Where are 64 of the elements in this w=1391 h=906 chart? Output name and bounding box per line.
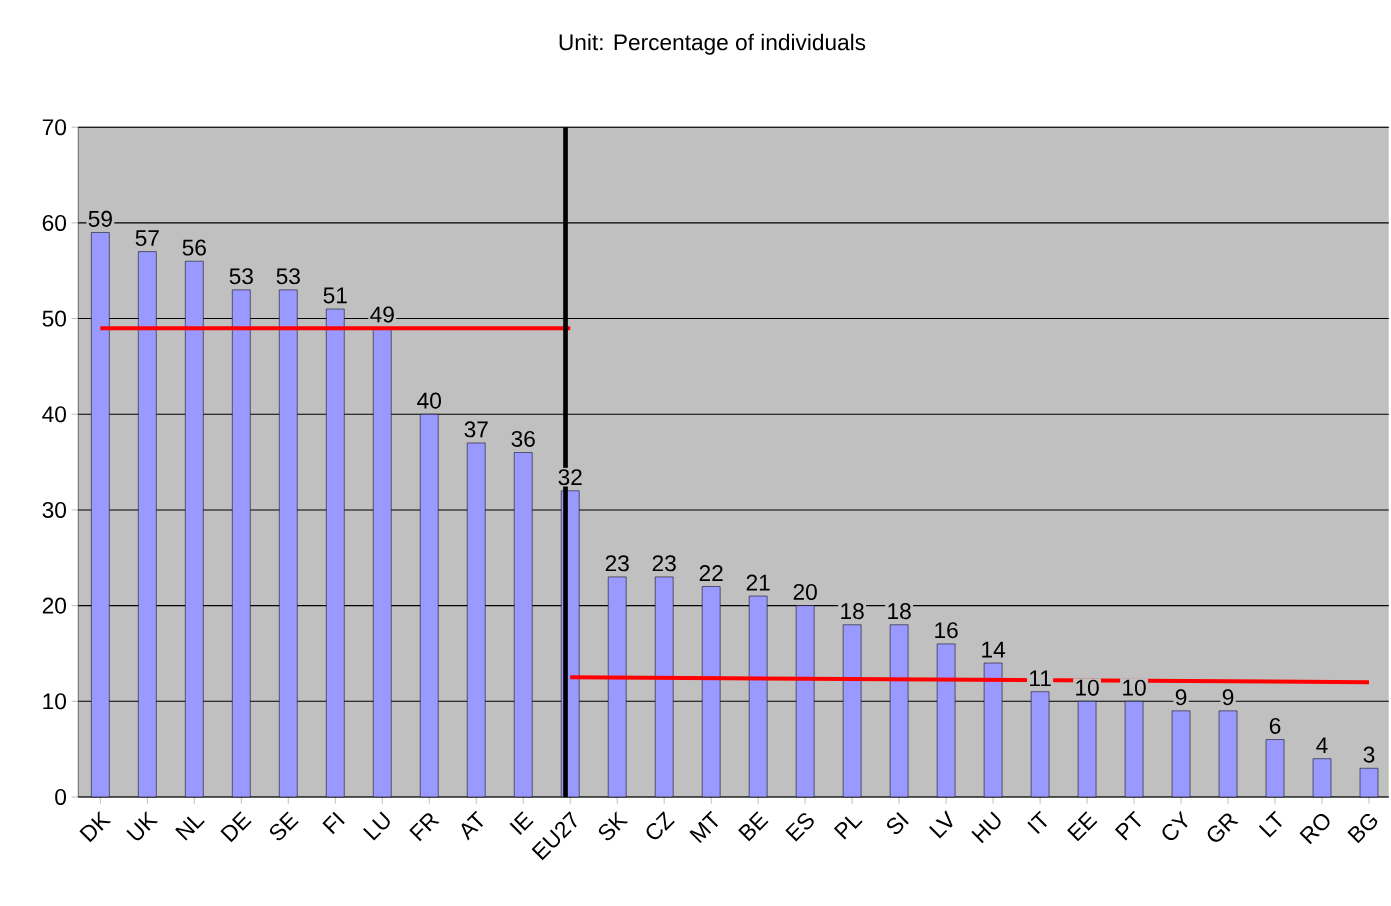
data-label: 23: [652, 555, 676, 572]
x-tick-label: HU: [971, 811, 1001, 844]
data-label: 9: [1175, 689, 1187, 706]
y-tick-label: 40: [42, 406, 66, 423]
data-label: 21: [746, 574, 770, 591]
data-label: 51: [323, 287, 347, 304]
data-label: 4: [1316, 737, 1328, 754]
x-tick-label: LV: [929, 810, 953, 839]
data-label: 3: [1363, 746, 1375, 763]
y-tick-label: 70: [42, 119, 66, 136]
x-tick-label: ES: [785, 813, 814, 842]
data-label: 53: [229, 268, 253, 285]
data-label: 40: [417, 392, 441, 409]
data-label: 59: [88, 210, 112, 227]
data-label: 57: [135, 230, 159, 246]
x-tick-label: IT: [1027, 810, 1047, 834]
x-tick-label: LU: [363, 811, 390, 841]
x-tick-label: DE: [220, 811, 252, 843]
x-tick-label: LT: [1258, 810, 1282, 838]
data-label: 56: [182, 239, 206, 256]
data-label: 20: [793, 583, 817, 600]
data-label: 23: [605, 555, 629, 572]
data-label: 36: [511, 430, 535, 447]
data-label: 10: [1123, 679, 1146, 696]
x-tick-label: UK: [126, 811, 159, 841]
x-tick-label: MT: [689, 810, 719, 844]
x-tick-label: BE: [738, 811, 769, 842]
data-label: 9: [1222, 689, 1234, 706]
x-tick-label: BG: [1347, 813, 1378, 844]
y-tick-label: 10: [43, 693, 66, 710]
x-tick-label: CZ: [646, 811, 675, 840]
x-tick-label: AT: [461, 810, 484, 841]
x-tick-label: EE: [1067, 811, 1098, 842]
data-label: 37: [464, 421, 488, 438]
y-tick-label: 30: [42, 501, 66, 518]
x-tick-label: FI: [322, 811, 345, 835]
x-tick-label: NL: [175, 816, 205, 841]
x-tick-label: SK: [598, 811, 629, 841]
x-tick-label: RO: [1299, 813, 1330, 845]
data-label: 18: [888, 603, 911, 620]
y-tick-label: 0: [55, 788, 66, 805]
data-label: 6: [1269, 717, 1281, 734]
x-tick-label: DK: [79, 811, 112, 843]
x-tick-label: CY: [1162, 810, 1188, 841]
data-label: 16: [935, 622, 958, 639]
y-tick-label: 60: [42, 214, 66, 231]
data-label: 32: [558, 469, 582, 486]
x-tick-label: SE: [269, 811, 299, 841]
data-label: 14: [982, 641, 1006, 658]
y-tick-label: 20: [42, 597, 66, 614]
data-label: 11: [1030, 670, 1051, 687]
data-label: 49: [370, 306, 394, 323]
data-label: 18: [841, 603, 864, 620]
data-label: 53: [276, 268, 300, 285]
x-tick-label: SI: [887, 811, 909, 834]
x-tick-label: IE: [509, 811, 534, 835]
y-tick-label: 50: [42, 310, 66, 327]
x-tick-label: PT: [1114, 810, 1141, 841]
x-tick-label: GR: [1207, 813, 1239, 842]
x-tick-label: FR: [409, 813, 440, 842]
chart-title: Unit: Percentage of individuals: [559, 33, 866, 55]
data-label: 10: [1076, 679, 1099, 696]
x-tick-label: PL: [833, 816, 863, 840]
data-label: 22: [699, 564, 723, 581]
